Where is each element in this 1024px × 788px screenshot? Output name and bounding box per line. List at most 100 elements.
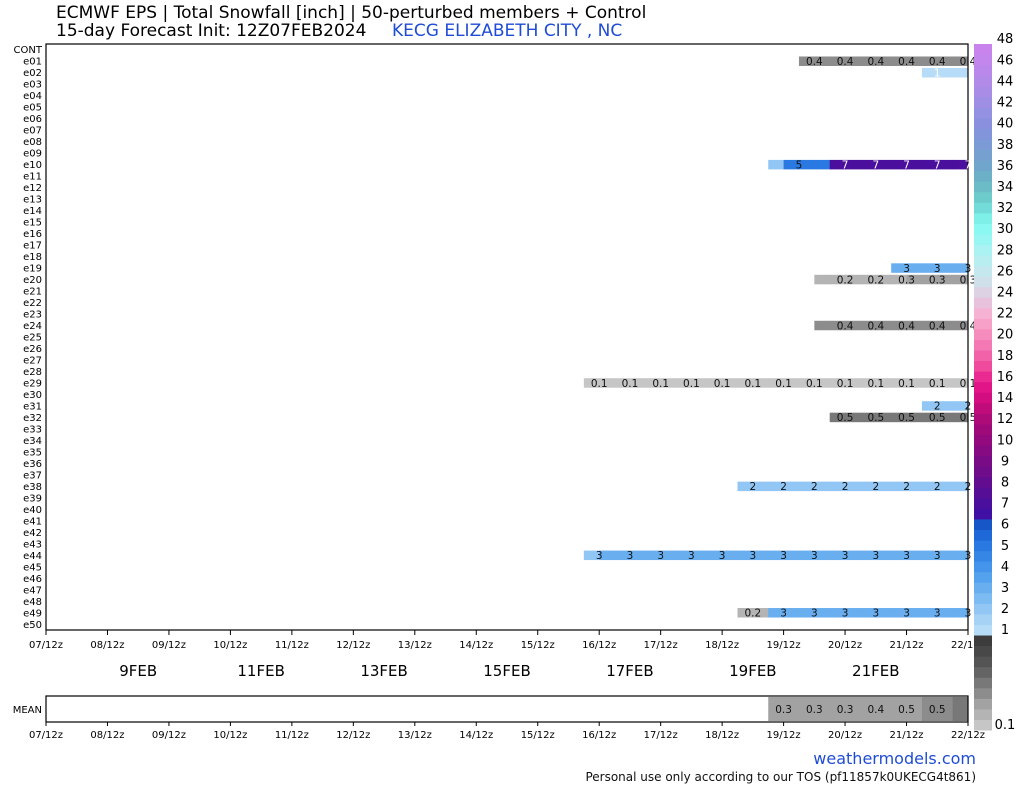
colorbar-segment [974,666,992,678]
member-label-e23: e23 [23,310,42,321]
member-label-e18: e18 [23,252,42,263]
series-e49-cell [829,608,846,618]
series-e32-cell [891,412,907,423]
colorbar-tick-label: 48 [997,32,1014,47]
series-e44-cell [814,550,831,561]
colorbar-tick-label: 10 [997,433,1014,448]
colorbar-tick-label: 32 [997,201,1014,216]
series-e29-cell [921,378,938,388]
colorbar-segment [974,635,992,647]
mean-x-tick-label: 21/12z [889,730,923,741]
colorbar-tick-label: 40 [997,117,1014,132]
series-e44-cell [875,550,892,561]
mean-x-tick-label: 12/12z [336,730,370,741]
series-e19-cell [891,263,907,273]
series-e49-value-label: 3 [842,608,849,620]
series-e10-cell [783,159,800,170]
mean-cell [783,697,800,721]
series-e44-cell [937,550,954,561]
series-e29-cell [829,378,846,388]
series-e20-value-label: 0.3 [929,274,946,286]
colorbar-segment [974,381,992,393]
colorbar-tick-label: 2 [1001,602,1009,617]
x-tick-label: 17/12z [644,640,678,651]
series-e29-value-label: 0.1 [745,378,762,390]
colorbar-tick-label: 9 [1001,454,1009,469]
series-e32-value-label: 0.5 [898,412,915,424]
mean-cell [921,697,938,721]
series-e32-cell [829,412,846,423]
colorbar-tick-label: 4 [1001,560,1009,575]
colorbar-tick-label: 1 [1001,623,1009,638]
colorbar-segment [974,54,992,66]
series-e38-cell [752,481,769,492]
series-e24-cell [845,320,861,331]
series-e38-cell [768,481,784,492]
member-label-e31: e31 [23,401,42,412]
colorbar-segment [974,402,992,414]
series-e29-value-label: 0.1 [714,378,731,390]
mean-x-tick-label: 09/12z [152,730,186,741]
member-label-e08: e08 [23,137,42,148]
series-e44-value-label: 3 [657,550,664,562]
mean-x-tick-label: 19/12z [767,730,801,741]
series-e24-value-label: 0.4 [867,320,884,332]
colorbar-tick-label: 20 [997,328,1014,343]
date-label: 19FEB [729,662,776,680]
colorbar-tick-label: 38 [997,138,1014,153]
series-e20-cell [860,274,877,285]
member-label-e21: e21 [23,287,42,298]
colorbar-segment [974,466,992,478]
member-label-e27: e27 [23,355,42,366]
colorbar-tick-label: 28 [997,243,1014,258]
series-e44-cell [768,550,784,561]
series-e24-cell [875,320,892,331]
colorbar-segment [974,297,992,309]
series-e29-cell [845,378,861,388]
series-e02-value-label: 1 [934,68,941,80]
colorbar-tick-label: 42 [997,96,1014,111]
series-e29-value-label: 0.1 [929,378,946,390]
series-e44-cell [798,550,815,561]
series-e44-cell [583,550,600,561]
series-e20-value-label: 0.2 [837,274,854,286]
member-label-e11: e11 [23,172,42,183]
series-e49-value-label: 3 [965,608,972,620]
series-e24-value-label: 0.4 [837,320,854,332]
series-e19-cell [921,263,938,273]
series-e44-cell [676,550,692,561]
colorbar-segment [974,107,992,119]
mean-x-tick-label: 20/12z [828,730,862,741]
member-label-e47: e47 [23,585,42,596]
series-e01-cell [845,56,861,66]
colorbar-segment [974,212,992,224]
colorbar-segment [974,65,992,77]
series-e44-value-label: 3 [596,550,603,562]
series-e24-cell [814,320,831,331]
colorbar-segment [974,392,992,404]
series-e02-cell [952,67,969,78]
series-e29-cell [706,378,723,388]
colorbar-segment [974,371,992,383]
series-e24-cell [952,320,969,331]
series-e29-cell [629,378,646,388]
series-e24-value-label: 0.4 [929,320,946,332]
colorbar-segment [974,86,992,98]
series-e38-value-label: 2 [780,481,787,493]
member-label-e32: e32 [23,413,42,424]
series-e31-cell [952,401,969,411]
series-e29-cell [860,378,877,388]
series-e10-cell [829,159,846,170]
series-e29-cell [752,378,769,388]
mean-x-tick-label: 15/12z [521,730,555,741]
series-e38-value-label: 2 [965,481,972,493]
series-e49-cell [952,608,969,618]
colorbar-segment [974,719,992,731]
mean-x-tick-label: 13/12z [398,730,432,741]
colorbar-segment [974,423,992,435]
date-label: 15FEB [483,662,530,680]
brand-link[interactable]: weathermodels.com [813,749,976,768]
series-e29-cell [599,378,615,388]
colorbar-segment [974,592,992,604]
member-label-e02: e02 [23,68,42,79]
